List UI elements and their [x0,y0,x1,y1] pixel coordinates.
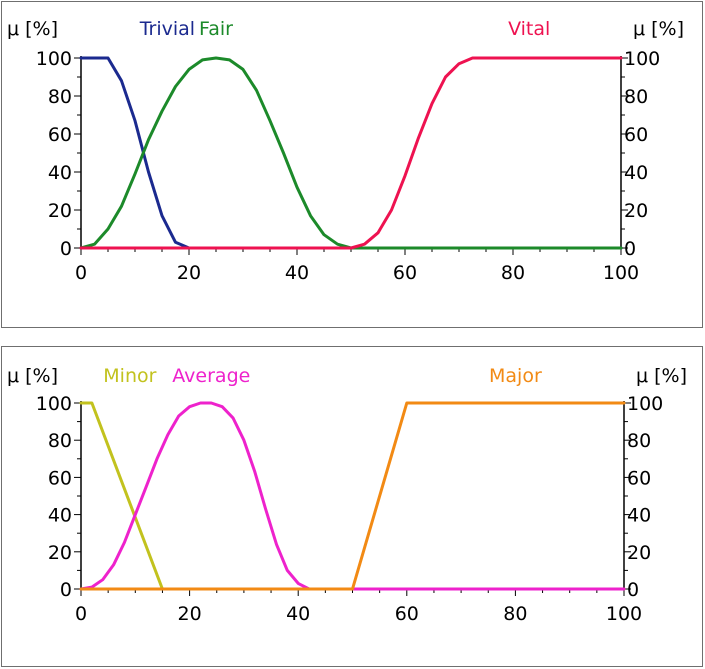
y-tick-label-right: 40 [627,505,651,527]
y-tick-label-left: 60 [48,467,72,489]
y-tick-label-right: 40 [624,162,648,184]
y-tick-label-left: 80 [48,430,72,452]
series-label-vital: Vital [508,18,550,40]
x-tick-label: 60 [395,603,419,625]
series-label-trivial: Trivial [139,18,195,40]
y-tick-label-left: 20 [48,200,72,222]
series-label-major: Major [489,365,542,387]
y-tick-label-right: 60 [627,467,651,489]
y-tick-label-left: 60 [48,124,72,146]
y-axis-label-left: μ [%] [7,365,58,387]
x-tick-label: 80 [501,262,525,284]
x-tick-label: 0 [75,603,87,625]
series-label-minor: Minor [103,365,156,387]
y-tick-label-right: 80 [627,430,651,452]
x-tick-label: 40 [285,262,309,284]
y-axis-label-right: μ [%] [636,365,687,387]
y-tick-label-right: 100 [627,393,663,415]
y-tick-label-right: 100 [624,48,660,70]
series-label-average: Average [172,365,250,387]
x-tick-label: 40 [286,603,310,625]
y-tick-label-left: 100 [36,393,72,415]
series-line-major [79,401,626,591]
chart-panel-2 [1,346,703,667]
y-axis-label-left: μ [%] [7,18,58,40]
x-tick-label: 80 [503,603,527,625]
y-tick-label-right: 80 [624,86,648,108]
series-line-vital [79,56,623,250]
x-tick-label: 0 [75,262,87,284]
chart-panel-1 [1,1,703,328]
y-tick-label-left: 40 [48,505,72,527]
series-line-fair [79,56,623,250]
y-tick-label-left: 40 [48,162,72,184]
y-tick-label-right: 0 [624,238,636,260]
y-tick-label-right: 0 [627,579,639,601]
y-tick-label-left: 80 [48,86,72,108]
y-tick-label-left: 100 [36,48,72,70]
series-line-trivial [79,56,623,250]
x-tick-label: 20 [177,262,201,284]
y-tick-label-right: 60 [624,124,648,146]
series-line-average [79,401,626,591]
x-tick-label: 60 [393,262,417,284]
y-axis-label-right: μ [%] [633,18,684,40]
series-line-minor [79,401,626,591]
y-tick-label-right: 20 [624,200,648,222]
x-tick-label: 100 [603,262,639,284]
x-tick-label: 20 [178,603,202,625]
y-tick-label-left: 0 [60,238,72,260]
y-tick-label-left: 0 [60,579,72,601]
y-tick-label-left: 20 [48,542,72,564]
y-tick-label-right: 20 [627,542,651,564]
x-tick-label: 100 [606,603,642,625]
series-label-fair: Fair [199,18,233,40]
